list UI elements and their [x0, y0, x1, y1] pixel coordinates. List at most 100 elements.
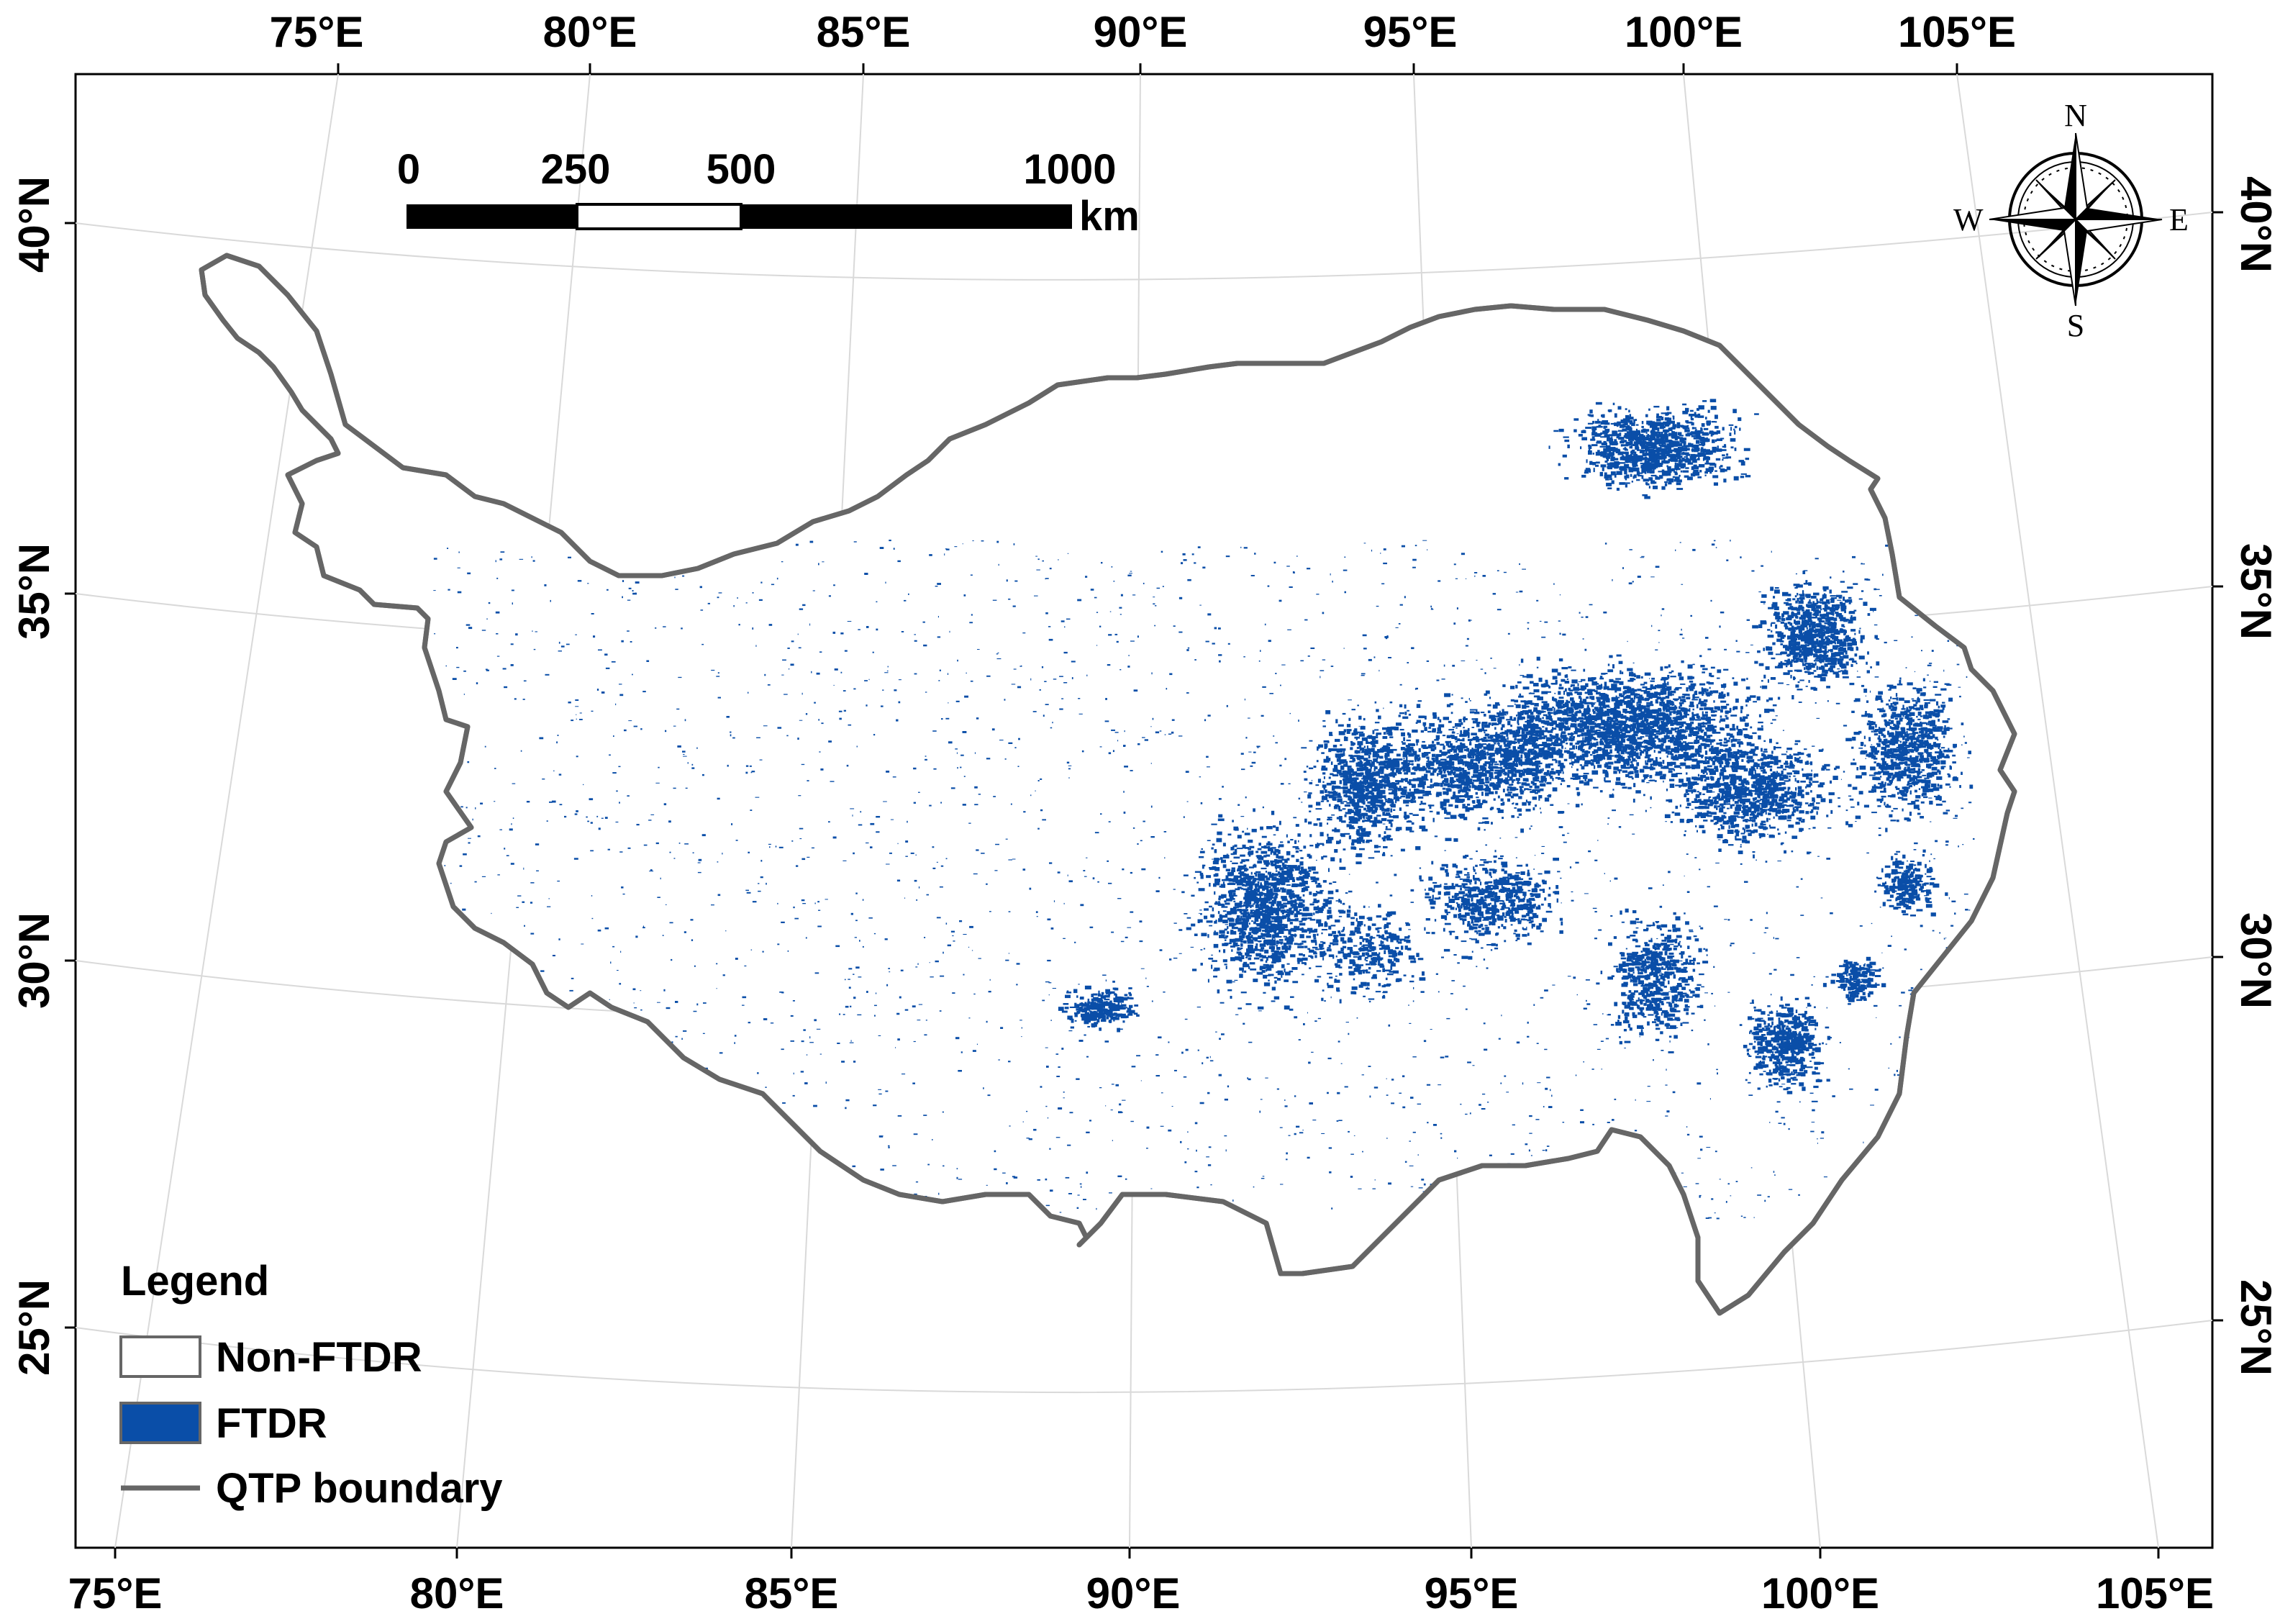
ftdr-patch: [1832, 636, 1835, 640]
ftdr-patch: [1761, 725, 1763, 727]
ftdr-patch: [1535, 804, 1538, 807]
ftdr-patch: [1630, 461, 1635, 463]
ftdr-patch: [1352, 758, 1355, 761]
ftdr-patch: [1599, 704, 1602, 708]
ftdr-patch: [1689, 701, 1694, 706]
ftdr-patch: [1627, 756, 1633, 758]
ftdr-patch: [1834, 597, 1837, 599]
ftdr-patch: [1618, 725, 1622, 728]
ftdr-patch: [1658, 765, 1663, 767]
ftdr-patch: [1389, 815, 1396, 818]
ftdr-patch: [1494, 791, 1498, 794]
ftdr-patch: [1723, 741, 1728, 744]
ftdr-patch: [1363, 717, 1366, 721]
ftdr-patch: [1419, 803, 1422, 805]
ftdr-patch: [1679, 714, 1683, 717]
ftdr-patch: [1653, 485, 1658, 489]
ftdr-patch: [1468, 756, 1473, 759]
ftdr-patch: [1806, 620, 1809, 624]
ftdr-patch: [1377, 755, 1380, 758]
ftdr-patch: [1385, 780, 1391, 783]
ftdr-patch: [1681, 660, 1684, 663]
ftdr-patch: [1313, 766, 1317, 768]
ftdr-patch: [1635, 445, 1637, 449]
ftdr-patch: [1616, 471, 1622, 476]
ftdr-patch: [1752, 732, 1757, 735]
ftdr-patch: [1621, 732, 1626, 735]
ftdr-patch: [1635, 439, 1642, 443]
ftdr-patch: [1808, 582, 1812, 586]
ftdr-patch: [1515, 734, 1520, 737]
ftdr-patch: [1558, 463, 1561, 466]
ftdr-patch: [1366, 833, 1370, 838]
ftdr-patch: [1495, 767, 1502, 769]
ftdr-patch: [1782, 591, 1789, 596]
ftdr-patch: [1334, 829, 1340, 833]
ftdr-patch: [1853, 583, 1858, 585]
ftdr-patch: [1726, 466, 1731, 471]
ftdr-patch: [1625, 774, 1630, 778]
ftdr-patch: [1586, 702, 1593, 704]
ftdr-patch: [1632, 759, 1635, 762]
ftdr-patch: [1611, 436, 1613, 440]
ftdr-patch: [1326, 758, 1331, 761]
ftdr-patch: [1767, 635, 1774, 638]
ftdr-patch: [1848, 600, 1851, 604]
ftdr-patch: [1643, 740, 1648, 742]
ftdr-patch: [1342, 770, 1347, 774]
ftdr-patch: [1732, 409, 1737, 414]
ftdr-patch: [1341, 755, 1344, 757]
ftdr-patch: [1700, 743, 1706, 746]
ftdr-patch: [1527, 750, 1532, 753]
ftdr-patch: [1578, 717, 1584, 720]
ftdr-patch: [1582, 740, 1587, 743]
ftdr-patch: [1668, 432, 1674, 436]
ftdr-patch: [1676, 488, 1684, 490]
ftdr-patch: [1733, 681, 1738, 686]
ftdr-patch: [1775, 653, 1782, 656]
ftdr-patch: [1827, 657, 1833, 661]
ftdr-patch: [1374, 729, 1379, 731]
ftdr-patch: [1614, 422, 1619, 427]
ftdr-patch: [1436, 732, 1443, 734]
ftdr-patch: [1839, 629, 1842, 632]
ftdr-patch: [1419, 757, 1421, 761]
ftdr-patch: [1350, 756, 1354, 759]
ftdr-patch: [1586, 730, 1589, 735]
ftdr-patch: [1692, 708, 1694, 711]
ftdr-patch: [1689, 729, 1694, 734]
ftdr-patch: [1812, 625, 1816, 629]
ftdr-patch: [1604, 681, 1607, 686]
ftdr-patch: [1686, 722, 1692, 727]
ftdr-patch: [1806, 614, 1812, 618]
ftdr-patch: [1496, 704, 1500, 706]
ftdr-patch: [1666, 730, 1671, 734]
ftdr-patch: [1815, 642, 1821, 644]
ftdr-patch: [1822, 596, 1825, 599]
ftdr-patch: [1673, 478, 1676, 482]
ftdr-patch: [1480, 768, 1483, 771]
ftdr-patch: [1497, 751, 1502, 753]
ftdr-patch: [1453, 838, 1458, 842]
ftdr-patch: [1653, 720, 1658, 725]
ftdr-patch: [1817, 617, 1822, 621]
ftdr-patch: [1633, 419, 1635, 424]
ftdr-patch: [1576, 710, 1582, 714]
ftdr-patch: [1547, 745, 1550, 748]
ftdr-patch: [1570, 697, 1574, 701]
ftdr-patch: [1502, 714, 1507, 716]
ftdr-patch: [1466, 784, 1471, 786]
ftdr-patch: [1530, 781, 1535, 784]
ftdr-patch: [1602, 722, 1606, 725]
ftdr-patch: [1652, 446, 1658, 448]
ftdr-patch: [1850, 620, 1853, 622]
ftdr-patch: [1632, 716, 1637, 720]
ftdr-patch: [1654, 460, 1660, 463]
ftdr-patch: [1594, 745, 1597, 748]
ftdr-patch: [1753, 701, 1757, 703]
ftdr-patch: [1790, 647, 1794, 651]
ftdr-patch: [1409, 830, 1414, 833]
ftdr-patch: [1478, 822, 1484, 824]
ftdr-patch: [1419, 808, 1425, 811]
ftdr-patch: [1610, 457, 1614, 461]
